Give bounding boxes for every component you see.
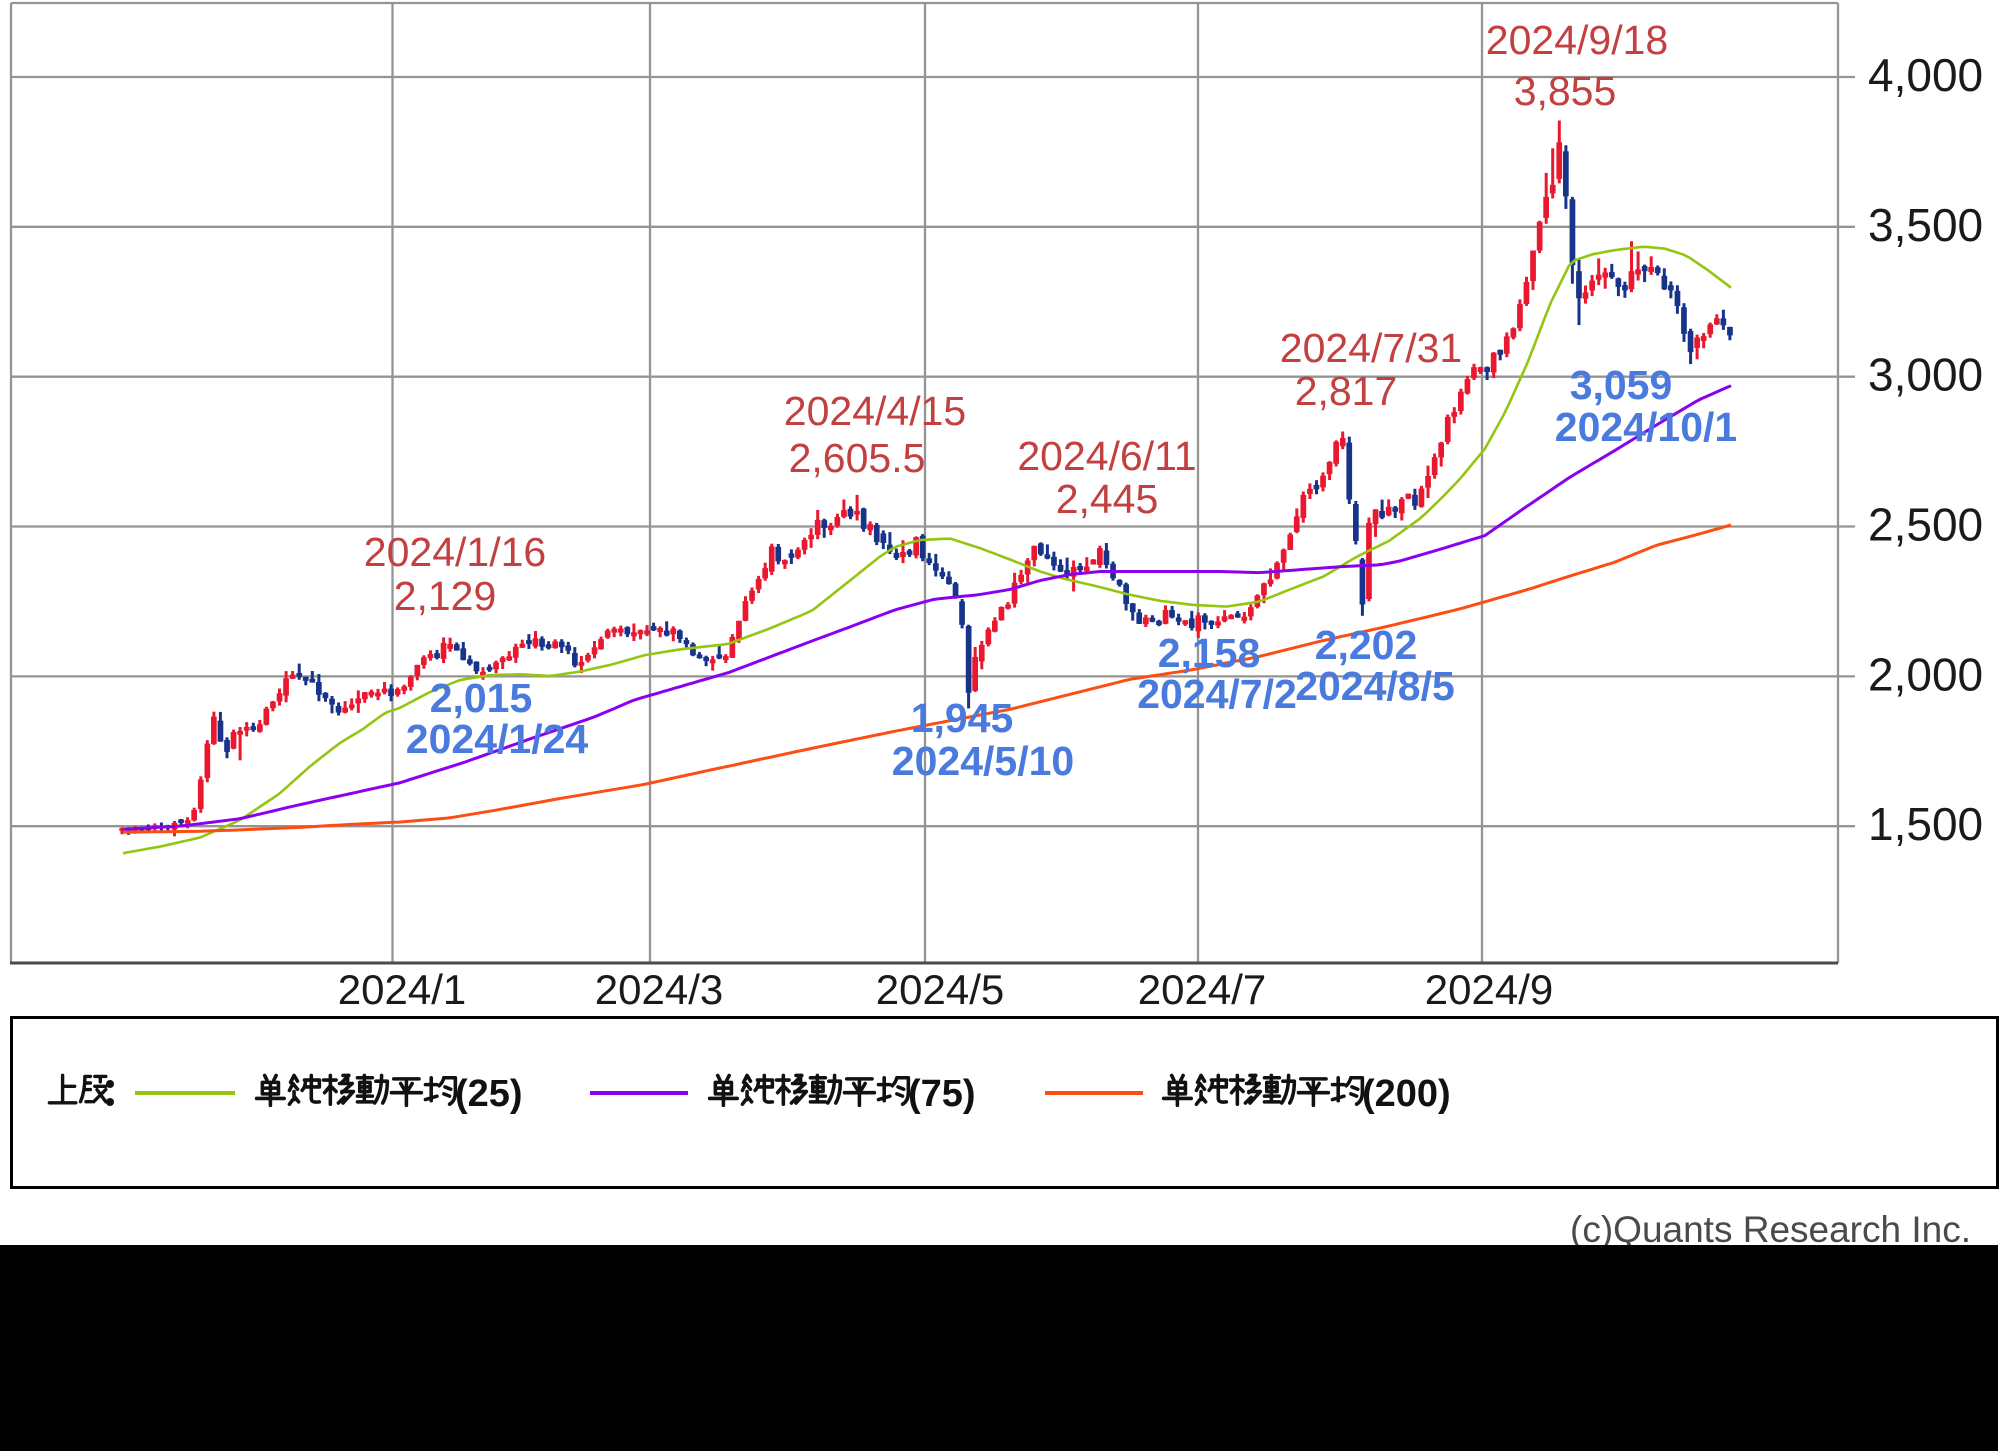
svg-text:2,129: 2,129 — [394, 573, 497, 619]
svg-text:2024/7/31: 2024/7/31 — [1280, 325, 1462, 371]
svg-text:2024/1/16: 2024/1/16 — [364, 529, 546, 575]
svg-text:2,817: 2,817 — [1295, 368, 1398, 414]
svg-text:2024/1/24: 2024/1/24 — [406, 716, 589, 762]
svg-text:1,500: 1,500 — [1868, 798, 1983, 850]
svg-text:3,000: 3,000 — [1868, 349, 1983, 401]
svg-text:3,059: 3,059 — [1570, 362, 1673, 408]
svg-text:2,500: 2,500 — [1868, 499, 1983, 551]
svg-text:2024/6/11: 2024/6/11 — [1017, 433, 1196, 479]
svg-text:(c)Quants Research Inc.: (c)Quants Research Inc. — [1570, 1209, 1971, 1250]
svg-text:(75): (75) — [908, 1073, 976, 1115]
svg-text:2024/7: 2024/7 — [1138, 966, 1266, 1013]
svg-text:2024/10/1: 2024/10/1 — [1555, 404, 1737, 450]
svg-text:2024/7/2: 2024/7/2 — [1137, 671, 1297, 717]
svg-text:3,855: 3,855 — [1514, 68, 1617, 114]
svg-text:(25): (25) — [455, 1073, 523, 1115]
svg-text:(200): (200) — [1362, 1073, 1451, 1115]
svg-text:2024/9/18: 2024/9/18 — [1486, 17, 1668, 63]
svg-text:2,015: 2,015 — [430, 675, 533, 721]
svg-text:2,158: 2,158 — [1158, 630, 1261, 676]
svg-text:2024/8/5: 2024/8/5 — [1295, 663, 1455, 709]
svg-text:2,445: 2,445 — [1056, 476, 1159, 522]
svg-text:4,000: 4,000 — [1868, 49, 1983, 101]
svg-text:2024/9: 2024/9 — [1425, 966, 1553, 1013]
svg-text:2,000: 2,000 — [1868, 648, 1983, 700]
svg-text:2024/4/15: 2024/4/15 — [784, 388, 966, 434]
svg-text:2,605.5: 2,605.5 — [789, 435, 926, 481]
svg-text:1,945: 1,945 — [911, 695, 1014, 741]
svg-text:2,202: 2,202 — [1315, 622, 1418, 668]
svg-text:2024/5/10: 2024/5/10 — [892, 738, 1074, 784]
svg-text:2024/5: 2024/5 — [876, 966, 1004, 1013]
svg-text:3,500: 3,500 — [1868, 199, 1983, 251]
svg-text:2024/1: 2024/1 — [338, 966, 466, 1013]
svg-text:2024/3: 2024/3 — [595, 966, 723, 1013]
